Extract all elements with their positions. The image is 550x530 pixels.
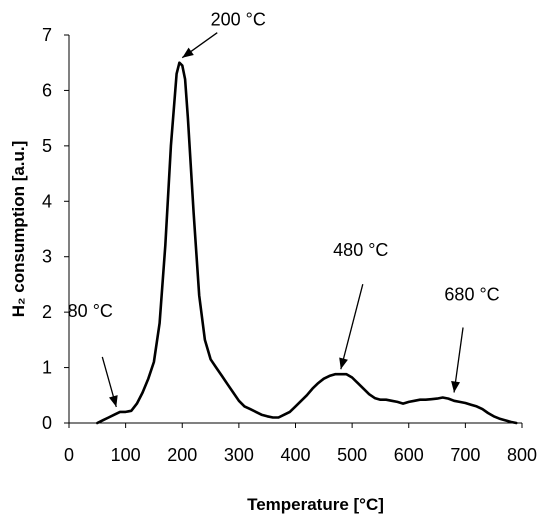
y-ticks: 0 1 2 3 4 5 6 7	[42, 25, 69, 433]
annotations: 80 °C 200 °C 480 °C 680 °C	[68, 10, 500, 408]
x-tick-label: 600	[394, 445, 424, 465]
y-tick-label: 5	[42, 136, 52, 156]
annotation-arrow-line	[340, 284, 364, 370]
annotation-arrowhead	[109, 395, 118, 407]
x-tick-label: 200	[167, 445, 197, 465]
x-tick-label: 800	[507, 445, 537, 465]
x-tick-label: 0	[64, 445, 74, 465]
y-tick-label: 1	[42, 358, 52, 378]
annotation-arrowhead	[182, 47, 194, 58]
h2-consumption-series-line	[96, 61, 518, 425]
annotation-label: 680 °C	[444, 285, 499, 305]
annotation-label: 480 °C	[333, 240, 388, 260]
annotation-label: 80 °C	[68, 301, 113, 321]
y-tick-label: 6	[42, 80, 52, 100]
y-axis-label: H₂ consumption [a.u.]	[9, 141, 28, 318]
annotation-label: 200 °C	[211, 10, 266, 30]
x-tick-label: 500	[337, 445, 367, 465]
y-tick-label: 7	[42, 25, 52, 45]
x-axis-label: Temperature [°C]	[247, 495, 384, 514]
plot-area: 0 100 200 300 400 500 600 700 800 0 1 2 3 4 5 6 7 80 °C…	[42, 10, 537, 465]
x-tick-label: 300	[224, 445, 254, 465]
y-tick-label: 0	[42, 413, 52, 433]
annotation-arrowhead	[339, 357, 348, 370]
annotation-arrowhead	[451, 380, 461, 393]
y-tick-label: 2	[42, 302, 52, 322]
x-tick-label: 700	[450, 445, 480, 465]
y-tick-label: 4	[42, 191, 52, 211]
x-tick-label: 400	[280, 445, 310, 465]
y-tick-label: 3	[42, 247, 52, 267]
x-tick-label: 100	[111, 445, 141, 465]
x-ticks: 0 100 200 300 400 500 600 700 800	[64, 423, 537, 465]
